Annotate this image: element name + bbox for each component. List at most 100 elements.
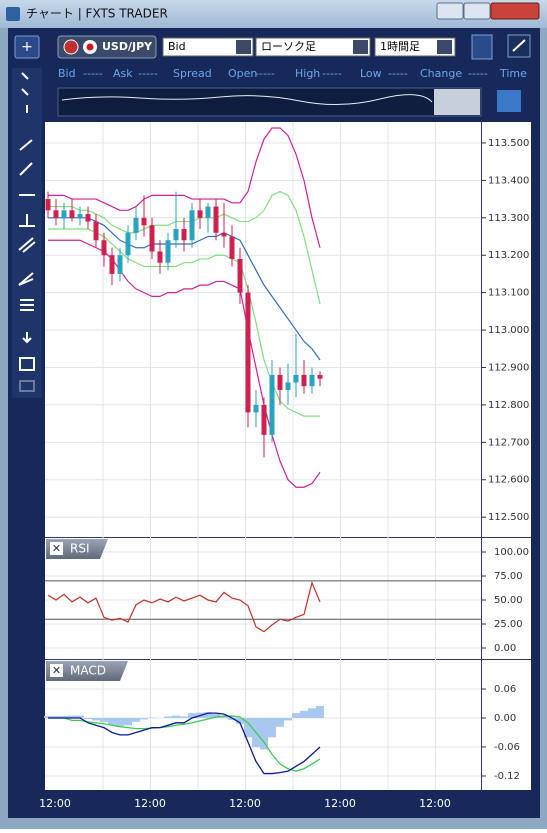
candle-body <box>126 233 131 255</box>
y-tick-label: 75.00 <box>494 571 523 582</box>
histogram-bar <box>124 718 132 725</box>
info-item: ----- <box>322 67 342 80</box>
candle-body <box>310 375 315 386</box>
close[interactable] <box>491 3 539 19</box>
y-tick-label: 25.00 <box>494 619 523 630</box>
chart-type: ローソク足 <box>261 40 316 53</box>
histogram-bar <box>260 718 268 749</box>
candle-body <box>166 240 171 262</box>
candle-body <box>206 207 211 218</box>
rsi-title: RSI <box>70 542 90 556</box>
price-side: Bid <box>168 40 186 53</box>
info-item: ----- <box>255 67 275 80</box>
panel-button[interactable] <box>472 35 492 59</box>
y-tick-label: 113.500 <box>488 138 529 149</box>
navigator-window[interactable] <box>434 89 480 115</box>
y-tick-label: 112.600 <box>488 475 529 486</box>
y-tick-label: 100.00 <box>494 547 529 558</box>
info-item: ----- <box>83 67 103 80</box>
histogram-bar <box>140 718 148 719</box>
candle-body <box>318 375 323 379</box>
histogram-bar <box>172 716 180 718</box>
navigator-button[interactable] <box>497 90 521 112</box>
time-label: 12:00 <box>324 797 356 810</box>
y-tick-label: 113.200 <box>488 250 529 261</box>
candle-body <box>102 240 107 255</box>
time-label: 12:00 <box>229 797 261 810</box>
symbol: USD/JPY <box>102 40 153 53</box>
histogram-bar <box>276 718 284 727</box>
time-label: 12:00 <box>39 797 71 810</box>
dropdown <box>353 40 368 54</box>
candle-body <box>254 405 259 412</box>
candle-body <box>118 255 123 274</box>
y-tick-label: 112.900 <box>488 362 529 373</box>
timeframe: 1時間足 <box>380 40 420 53</box>
time-label: 12:00 <box>419 797 451 810</box>
candle-body <box>174 229 179 240</box>
y-tick-label: 112.700 <box>488 437 529 448</box>
tool-palette <box>12 68 42 398</box>
histogram-bar <box>100 718 108 722</box>
histogram-bar <box>116 718 124 726</box>
y-tick-label: -0.06 <box>494 742 520 753</box>
candle-body <box>230 237 235 259</box>
time-axis <box>45 790 531 816</box>
window-title: チャート | FXTS TRADER <box>26 7 168 21</box>
maximize[interactable] <box>464 3 490 19</box>
info-item: High <box>295 67 320 80</box>
candle-body <box>134 218 139 233</box>
y-tick-label: 0.06 <box>494 684 516 695</box>
macd-title: MACD <box>70 664 106 678</box>
candle-body <box>238 259 243 293</box>
histogram-bar <box>84 718 92 719</box>
info-item: ----- <box>138 67 158 80</box>
y-tick-label: 113.000 <box>488 325 529 336</box>
info-item: ----- <box>468 67 488 80</box>
candle-body <box>190 210 195 240</box>
candle-body <box>262 405 267 435</box>
flag-us <box>64 40 78 54</box>
candle-body <box>214 207 219 233</box>
candle-body <box>46 199 51 210</box>
candle-body <box>86 214 91 221</box>
histogram-bar <box>284 718 292 720</box>
candle-body <box>110 255 115 274</box>
minimize[interactable] <box>437 3 463 19</box>
info-item: Ask <box>113 67 133 80</box>
y-tick-label: 0.00 <box>494 713 516 724</box>
info-item: Time <box>499 67 527 80</box>
info-item: ----- <box>388 67 408 80</box>
y-tick-label: -0.12 <box>494 771 520 782</box>
y-tick-label: 0.00 <box>494 643 516 654</box>
y-tick-label: 50.00 <box>494 595 523 606</box>
candle-body <box>158 251 163 262</box>
navigator[interactable] <box>58 88 481 116</box>
y-tick-label: 112.800 <box>488 400 529 411</box>
candle-body <box>182 229 187 240</box>
plus: + <box>21 39 33 55</box>
candle-body <box>62 210 67 217</box>
histogram-bar <box>92 718 100 720</box>
info-item: Low <box>360 67 382 80</box>
candle-body <box>78 214 83 218</box>
candle-body <box>302 375 307 386</box>
candle-body <box>278 375 283 390</box>
y-tick-label: 113.100 <box>488 288 529 299</box>
y-tick-label: 113.400 <box>488 175 529 186</box>
dropdown <box>236 40 251 54</box>
histogram-bar <box>300 711 308 718</box>
flag-jp-dot <box>87 44 94 51</box>
candle-body <box>54 210 59 217</box>
candle-body <box>294 375 299 382</box>
info-item: Change <box>420 67 462 80</box>
histogram-bar <box>308 708 316 718</box>
candle-body <box>142 218 147 225</box>
candle-body <box>270 375 275 435</box>
info-item: Open <box>228 67 257 80</box>
histogram-bar <box>132 718 140 722</box>
y-tick-label: 113.300 <box>488 213 529 224</box>
candle-body <box>150 225 155 251</box>
histogram-bar <box>180 717 188 718</box>
plot-area <box>45 122 481 790</box>
